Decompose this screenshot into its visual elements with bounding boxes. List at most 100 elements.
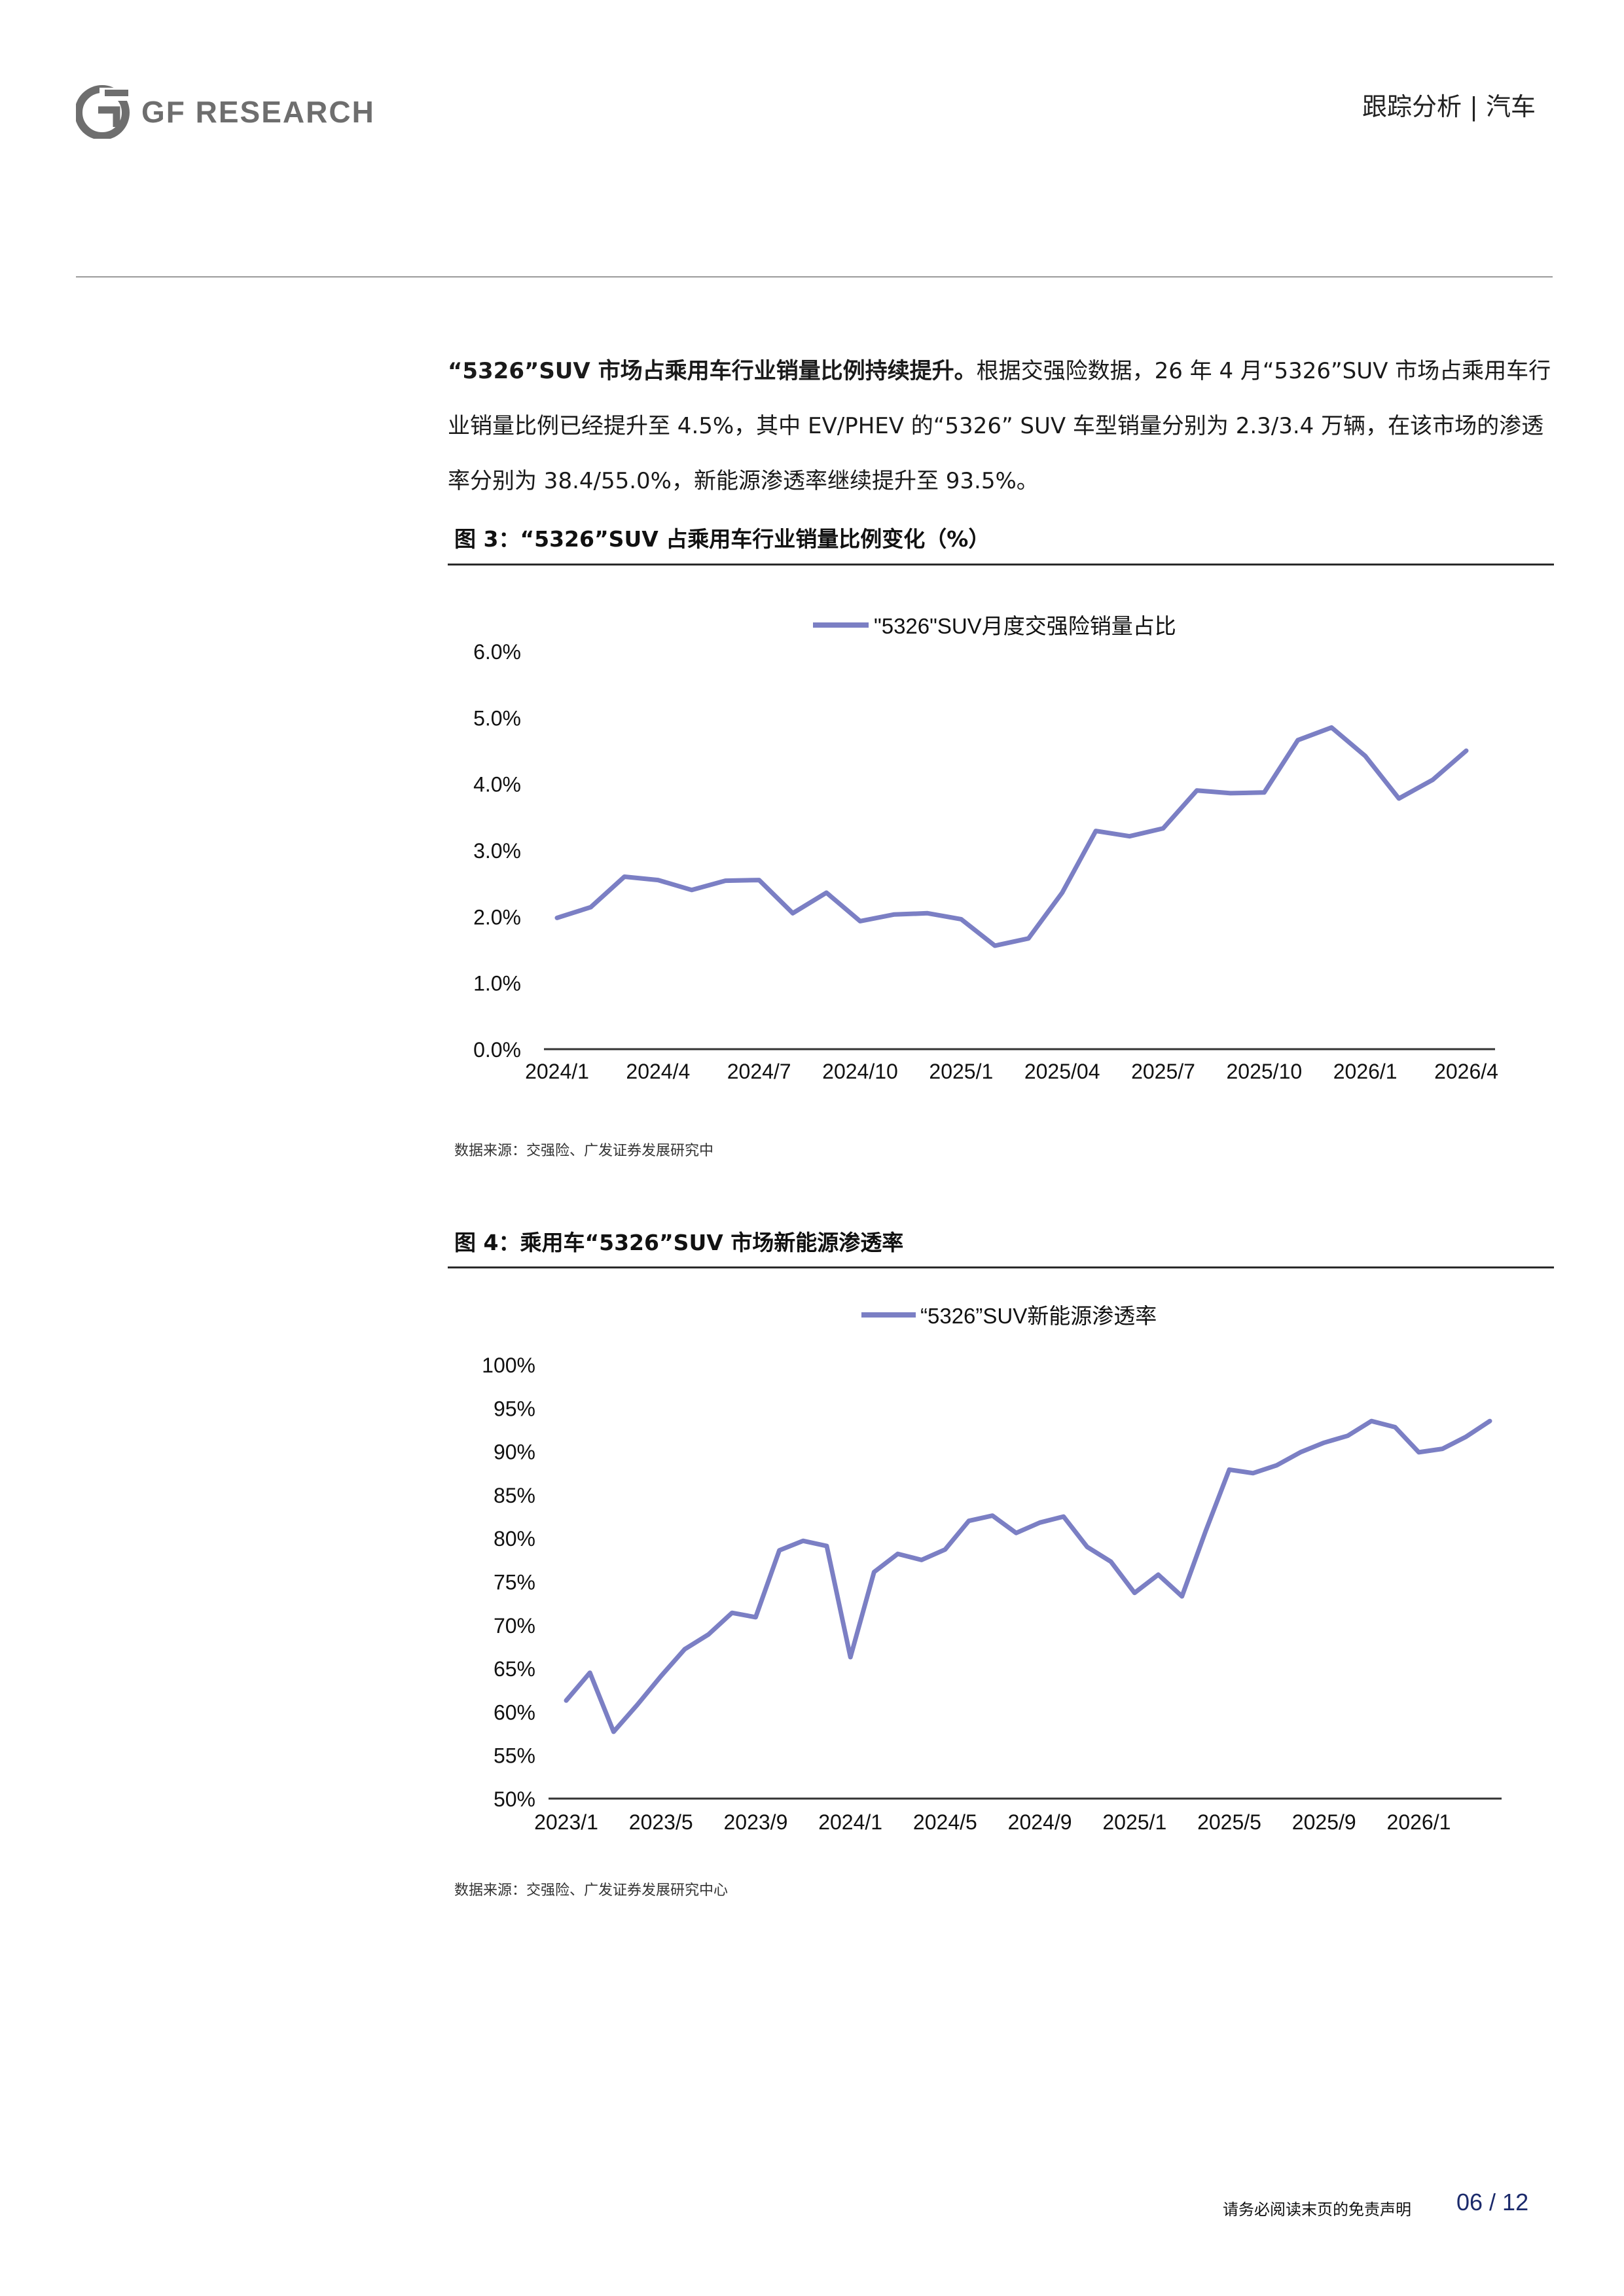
chart2-point (1086, 1546, 1088, 1548)
chart1-point (1028, 937, 1030, 939)
chart2-x-tick: 2025/9 (1292, 1810, 1356, 1834)
chart1-point (792, 912, 794, 914)
chart2-point (589, 1672, 591, 1674)
chart1-point (623, 876, 625, 878)
figure-3-source: 数据来源：交强险、广发证券发展研究中 (454, 1143, 714, 1159)
chart2-y-tick: 85% (494, 1484, 535, 1507)
header-divider (76, 276, 1553, 278)
figure-3-title: 图 3：“5326”SUV 占乘用车行业销量比例变化（%） (454, 526, 990, 552)
chart1-x-tick: 2026/4 (1434, 1060, 1498, 1083)
chart2-point (1110, 1561, 1112, 1562)
chart1-y-tick: 6.0% (473, 640, 521, 664)
chart1-y-tick: 2.0% (473, 905, 521, 929)
chart2-y-tick: 90% (494, 1441, 535, 1464)
chart2-point (826, 1545, 827, 1547)
chart2-point (897, 1553, 899, 1555)
chart1-point (657, 879, 659, 881)
chart1-y-tick: 3.0% (473, 839, 521, 863)
chart1-point (1432, 779, 1434, 781)
chart2-point (873, 1571, 875, 1573)
chart2-point (731, 1612, 733, 1614)
chart2-y-tick: 100% (482, 1354, 535, 1377)
chart1-point (1163, 827, 1164, 829)
chart2-y-tick: 70% (494, 1614, 535, 1638)
figure-4-rule (448, 1266, 1554, 1268)
section-label: 跟踪分析 | 汽车 (1362, 92, 1536, 121)
chart2-point (1276, 1464, 1278, 1466)
chart2-y-tick: 55% (494, 1744, 535, 1768)
chart1-point (893, 914, 895, 916)
chart2-x-tick: 2023/9 (723, 1810, 787, 1834)
chart2-y-tick: 80% (494, 1527, 535, 1551)
logo-text: GF RESEARCH (141, 95, 375, 129)
chart1-x-tick: 2025/1 (929, 1060, 993, 1083)
chart1-legend: "5326"SUV月度交强险销量占比 (813, 614, 1176, 638)
chart1-point (1297, 739, 1299, 741)
chart1-point (725, 880, 727, 882)
chart2-point (636, 1704, 638, 1706)
chart1-legend-text: "5326"SUV月度交强险销量占比 (874, 614, 1176, 638)
chart2-x-tick: 2025/5 (1197, 1810, 1261, 1834)
chart2-point (1299, 1451, 1301, 1453)
chart1-point (556, 917, 558, 919)
chart2-x-tick: 2025/1 (1102, 1810, 1166, 1834)
chart2-y-tick: 65% (494, 1657, 535, 1681)
chart2-point (1371, 1420, 1373, 1422)
chart1-point (1466, 750, 1467, 751)
chart2-point (683, 1648, 685, 1650)
gf-logo-icon (75, 85, 130, 140)
chart2-point (1229, 1469, 1230, 1471)
figure-4-title: 图 4：乘用车“5326”SUV 市场新能源渗透率 (454, 1230, 904, 1255)
chart1-y-tick: 5.0% (473, 706, 521, 730)
gf-logo: GF RESEARCH (75, 84, 442, 143)
chart2-y-tick: 95% (494, 1397, 535, 1420)
chart1-x-tick: 2025/7 (1131, 1060, 1195, 1083)
chart2-point (708, 1634, 710, 1636)
chart2-x-tick: 2024/9 (1008, 1810, 1072, 1834)
chart1-point (1196, 789, 1198, 791)
chart2-point (755, 1616, 757, 1618)
chart2-point (1204, 1530, 1206, 1532)
chart2-point (1418, 1451, 1420, 1453)
figure-4-chart: “5326”SUV新能源渗透率 50% 55% 60% 65% 70% 75% 80% 85%… (482, 1304, 1502, 1834)
chart2-point (968, 1520, 970, 1522)
chart2-point (1181, 1596, 1183, 1597)
chart2-point (1394, 1426, 1396, 1428)
chart1-y-tick: 1.0% (473, 972, 521, 996)
figure-3-rule (448, 564, 1554, 565)
chart1-x-tick: 2025/10 (1226, 1060, 1302, 1083)
page-number: 06 / 12 (1456, 2189, 1529, 2215)
chart2-y-tick: 75% (494, 1571, 535, 1594)
chart1-point (1364, 755, 1366, 757)
chart2-point (566, 1700, 567, 1702)
chart1-x-tick: 2024/10 (822, 1060, 898, 1083)
chart2-point (1441, 1448, 1443, 1450)
chart1-point (1095, 830, 1097, 832)
chart1-point (1128, 835, 1130, 837)
chart2-point (778, 1549, 780, 1551)
chart2-point (1346, 1435, 1348, 1437)
chart2-point (850, 1656, 852, 1658)
chart2-point (944, 1549, 946, 1551)
chart1-x-tick: 2026/1 (1333, 1060, 1398, 1083)
chart2-point (1134, 1592, 1136, 1594)
chart2-point (1015, 1532, 1017, 1534)
chart1-x-tick: 2024/4 (626, 1060, 690, 1083)
chart2-x-tick: 2024/1 (818, 1810, 882, 1834)
chart1-point (994, 944, 996, 946)
chart2-point (1252, 1472, 1254, 1474)
chart1-x-tick: 2024/1 (525, 1060, 589, 1083)
chart2-point (1323, 1442, 1325, 1444)
chart1-point (825, 891, 827, 893)
chart1-point (1061, 891, 1063, 893)
body-paragraph: “5326”SUV 市场占乘用车行业销量比例持续提升。根据交强险数据，26 年 … (448, 344, 1554, 509)
para-lead: “5326”SUV 市场占乘用车行业销量比例持续提升。 (448, 358, 977, 384)
chart1-x-tick: 2024/7 (727, 1060, 791, 1083)
chart2-x-tick: 2026/1 (1387, 1810, 1451, 1834)
figure-4-source: 数据来源：交强险、广发证券发展研究中心 (454, 1882, 729, 1899)
chart2-legend: “5326”SUV新能源渗透率 (861, 1304, 1157, 1328)
chart2-x-tick: 2024/5 (913, 1810, 977, 1834)
chart1-point (926, 912, 928, 914)
chart1-point (1229, 792, 1231, 794)
chart2-point (1062, 1516, 1064, 1518)
